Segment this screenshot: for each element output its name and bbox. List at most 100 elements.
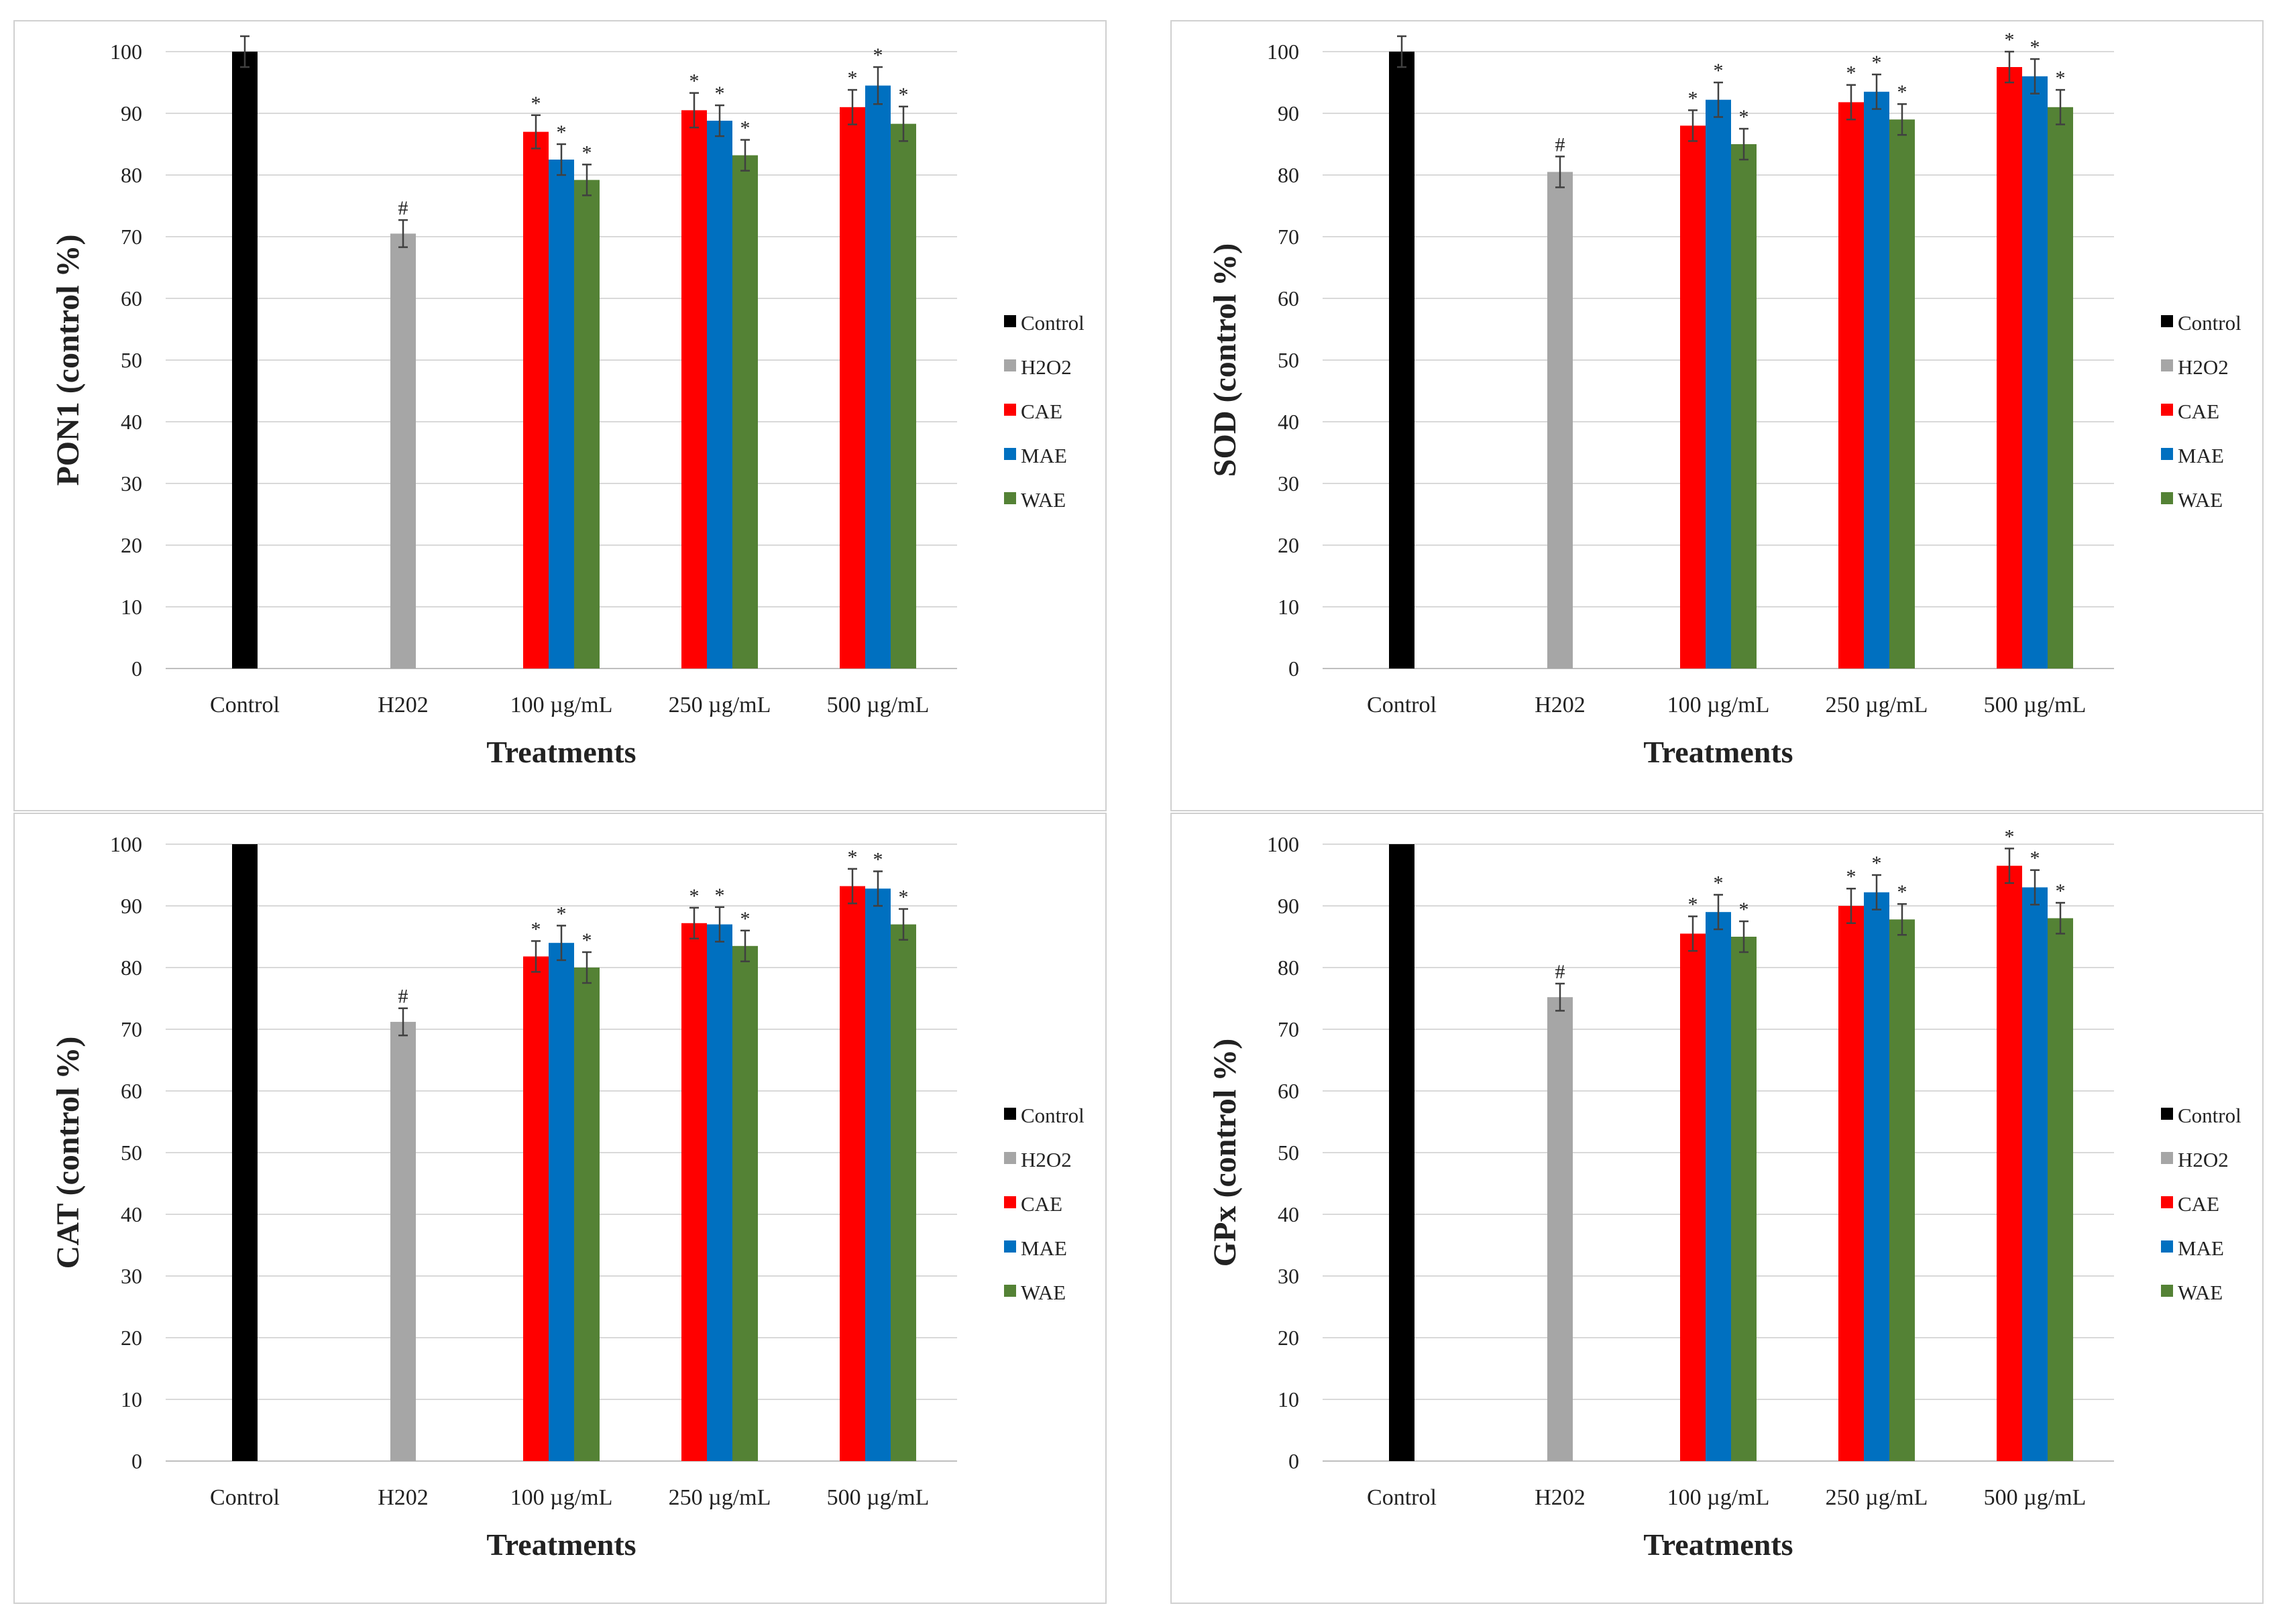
significance-marker: *: [873, 44, 883, 66]
legend-label: WAE: [2178, 488, 2223, 512]
legend-swatch: [2161, 315, 2173, 327]
legend-swatch: [1004, 1240, 1016, 1253]
bar-wae-2: [574, 180, 600, 669]
significance-marker: *: [1872, 852, 1882, 874]
bar-mae-4: [865, 888, 891, 1461]
chart-svg-cat: 0 10 20 30 40 50 60 70 80 90 100 Control # H202 * * * 100…: [50, 832, 1085, 1562]
legend-swatch: [2161, 1196, 2173, 1208]
significance-marker: *: [2005, 825, 2015, 848]
significance-marker: *: [1714, 60, 1724, 82]
y-tick-label: 10: [1278, 1387, 1299, 1411]
legend-label: CAE: [2178, 400, 2219, 423]
legend-label: WAE: [1021, 1281, 1066, 1304]
significance-marker: *: [740, 908, 751, 930]
bar-mae-4: [2022, 76, 2048, 669]
x-axis-title: Treatments: [1643, 1527, 1793, 1562]
x-tick-label: 100 µg/mL: [1667, 693, 1770, 717]
significance-marker: *: [689, 70, 700, 93]
bar-cae-2: [523, 131, 549, 669]
significance-marker: *: [740, 117, 751, 139]
x-axis-title: Treatments: [1643, 735, 1793, 769]
legend-label: WAE: [1021, 488, 1066, 512]
legend-swatch: [2161, 1152, 2173, 1164]
bar-control-0: [232, 52, 258, 669]
x-tick-label: 500 µg/mL: [1984, 693, 2087, 717]
legend-swatch: [2161, 359, 2173, 371]
chart-panel-gpx: 0 10 20 30 40 50 60 70 80 90 100 Control # H202 * * * 100…: [1170, 813, 2264, 1604]
bar-control-0: [1389, 52, 1414, 669]
legend-label: CAE: [1021, 400, 1062, 423]
significance-marker: *: [689, 885, 700, 907]
x-axis-title: Treatments: [486, 735, 636, 769]
bar-control-0: [232, 844, 258, 1461]
bar-wae-3: [732, 945, 758, 1461]
y-tick-label: 80: [1278, 955, 1299, 980]
y-tick-label: 90: [1278, 101, 1299, 125]
legend-swatch: [1004, 1196, 1016, 1208]
legend-swatch: [2161, 1240, 2173, 1253]
x-tick-label: 100 µg/mL: [510, 693, 613, 717]
bar-cae-4: [840, 107, 865, 669]
significance-marker: *: [1714, 872, 1724, 894]
significance-marker: *: [2030, 848, 2040, 870]
x-tick-label: Control: [210, 693, 280, 717]
bar-mae-3: [1864, 892, 1889, 1461]
significance-marker: *: [848, 846, 858, 868]
chart-svg-gpx: 0 10 20 30 40 50 60 70 80 90 100 Control # H202 * * * 100…: [1207, 825, 2241, 1562]
y-axis-title: PON1 (control %): [50, 234, 86, 485]
significance-marker: *: [1739, 898, 1749, 921]
y-tick-label: 90: [121, 894, 142, 918]
significance-marker: *: [715, 884, 725, 907]
significance-marker: *: [582, 141, 592, 164]
chart-panel-pon1: 0 10 20 30 40 50 60 70 80 90 100 Control # H202 * * * 100…: [13, 20, 1107, 811]
significance-marker: *: [557, 903, 567, 925]
x-tick-label: H202: [378, 693, 429, 717]
significance-marker: *: [1846, 866, 1856, 888]
y-tick-label: 10: [121, 595, 142, 619]
significance-marker: *: [873, 848, 883, 870]
significance-marker: *: [2056, 67, 2066, 89]
y-tick-label: 30: [1278, 471, 1299, 496]
y-tick-label: 100: [110, 40, 142, 64]
bar-wae-4: [2048, 107, 2073, 669]
bar-mae-3: [707, 121, 732, 669]
bar-control-0: [1389, 844, 1414, 1461]
y-tick-label: 0: [131, 1449, 142, 1473]
y-tick-label: 0: [131, 656, 142, 681]
bar-cae-2: [523, 956, 549, 1461]
y-tick-label: 40: [1278, 410, 1299, 434]
significance-marker: #: [398, 986, 408, 1008]
chart-panel-sod: 0 10 20 30 40 50 60 70 80 90 100 Control # H202 * * * 100…: [1170, 20, 2264, 811]
legend-swatch: [1004, 1152, 1016, 1164]
legend-label: Control: [2178, 311, 2241, 335]
x-tick-label: H202: [378, 1485, 429, 1510]
chart-svg-sod: 0 10 20 30 40 50 60 70 80 90 100 Control # H202 * * * 100…: [1207, 29, 2241, 769]
significance-marker: *: [715, 82, 725, 105]
legend-label: WAE: [2178, 1281, 2223, 1304]
legend-label: CAE: [2178, 1192, 2219, 1216]
y-tick-label: 50: [1278, 1141, 1299, 1165]
y-axis-title: GPx (control %): [1207, 1039, 1243, 1267]
bar-mae-2: [1706, 912, 1731, 1461]
legend-label: H2O2: [2178, 1148, 2229, 1171]
x-tick-label: 500 µg/mL: [827, 693, 930, 717]
legend-swatch: [1004, 404, 1016, 416]
x-tick-label: H202: [1535, 1485, 1586, 1510]
bar-wae-3: [1889, 919, 1915, 1461]
y-tick-label: 40: [121, 410, 142, 434]
y-tick-label: 0: [1288, 656, 1299, 681]
x-tick-label: 100 µg/mL: [1667, 1485, 1770, 1510]
legend-swatch: [2161, 404, 2173, 416]
x-tick-label: Control: [1367, 693, 1437, 717]
y-tick-label: 50: [121, 348, 142, 372]
significance-marker: *: [848, 67, 858, 89]
legend-swatch: [2161, 1285, 2173, 1297]
x-tick-label: 250 µg/mL: [669, 1485, 771, 1510]
significance-marker: *: [899, 886, 909, 909]
bar-wae-2: [574, 968, 600, 1461]
legend-swatch: [2161, 1108, 2173, 1120]
significance-marker: #: [1555, 961, 1565, 983]
y-tick-label: 30: [121, 471, 142, 496]
significance-marker: *: [1739, 106, 1749, 128]
chart-svg-pon1: 0 10 20 30 40 50 60 70 80 90 100 Control # H202 * * * 100…: [50, 35, 1085, 769]
